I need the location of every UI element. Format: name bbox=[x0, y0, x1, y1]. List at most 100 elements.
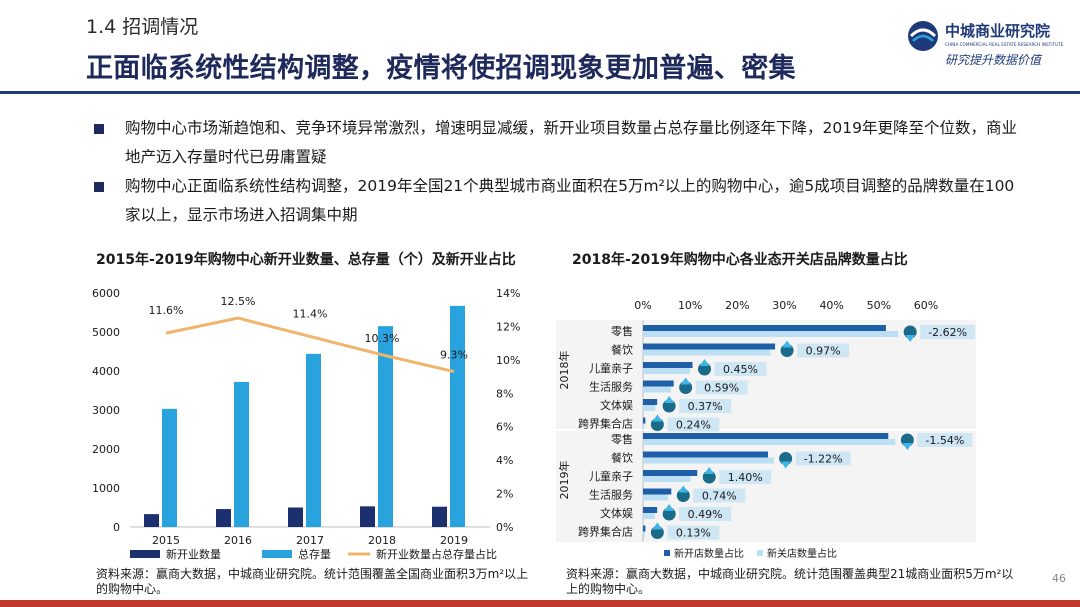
chart2-legend-swatch bbox=[664, 550, 670, 556]
chart2-group-label: 2018年 bbox=[557, 351, 571, 390]
chart2-diff-label-bg bbox=[695, 380, 748, 395]
chart1-svg: 0 1000 2000 3000 4000 5000 6000 0% 2% 4% 6% 8% 10% 12… bbox=[92, 287, 520, 561]
chart2-category-label: 餐饮 bbox=[611, 451, 633, 465]
chart1-legend-label: 总存量 bbox=[298, 547, 331, 561]
section-heading: 1.4 招调情况 bbox=[86, 16, 199, 38]
chart2-bar-open bbox=[643, 417, 646, 424]
chart1-bar-new-open bbox=[432, 506, 447, 527]
chart2-diff-label: 0.74% bbox=[702, 490, 737, 503]
chart1-bar-stock bbox=[234, 381, 249, 527]
chart2-x-tick-label: 0% bbox=[634, 299, 651, 312]
chart1-x-tick-label: 2016 bbox=[224, 534, 252, 547]
chart2-diff-label-bg bbox=[679, 507, 732, 521]
chart2-category-label: 儿童亲子 bbox=[589, 469, 633, 483]
logo-slogan: 研究提升数据价值 bbox=[945, 53, 1043, 67]
chart2-legend-label: 新关店数量占比 bbox=[767, 547, 837, 560]
chart1-ratio-line bbox=[165, 316, 455, 374]
logo-mark-icon: 中城商业研究院 CHINA COMMERCIAL REAL ESTATE RES… bbox=[908, 21, 1064, 67]
chart2-category-label: 餐饮 bbox=[611, 343, 633, 357]
arrow-up-icon bbox=[679, 377, 693, 394]
chart2-bar-close bbox=[643, 513, 655, 519]
chart1-y-tick-label: 6000 bbox=[92, 287, 120, 300]
arrow-down-icon bbox=[779, 452, 793, 469]
bullet-item: 购物中心市场渐趋饱和、竞争环境异常激烈，增速明显减缓，新开业项目数量占总存量比例… bbox=[90, 114, 1020, 172]
chart2-bar-open bbox=[643, 325, 886, 331]
chart2-category-label: 跨界集合店 bbox=[578, 525, 633, 539]
chart2-diff-label: 0.49% bbox=[688, 508, 723, 521]
chart1-legend-label: 新开业数量 bbox=[166, 547, 221, 561]
chart2-indicator-arrow bbox=[652, 414, 663, 422]
chart2-indicator-arrow bbox=[780, 461, 791, 469]
chart2-diff-label-bg bbox=[693, 488, 746, 503]
arrow-up-icon bbox=[650, 414, 664, 431]
chart2-bar-close bbox=[643, 368, 691, 374]
chart2-bar-open bbox=[643, 433, 889, 439]
chart2-diff-label-bg bbox=[917, 433, 973, 447]
chart2-bar-open bbox=[643, 362, 693, 368]
bullet-list: 购物中心市场渐趋饱和、竞争环境异常激烈，增速明显减缓，新开业项目数量占总存量比例… bbox=[90, 114, 1020, 230]
chart2-diff-label: 1.40% bbox=[728, 471, 763, 484]
chart1-source: 资料来源：赢商大数据，中城商业研究院。统计范围覆盖全国商业面积3万m²以上的购物… bbox=[96, 567, 529, 596]
chart1-bar-stock bbox=[378, 326, 393, 527]
chart1-y2-tick-label: 6% bbox=[496, 421, 513, 434]
chart2-bar-open bbox=[643, 470, 698, 476]
chart1-y2-tick-label: 14% bbox=[496, 287, 520, 300]
chart2-diff-label: 0.97% bbox=[806, 345, 841, 358]
arrow-up-icon bbox=[662, 504, 676, 521]
chart2-category-label: 文体娱 bbox=[600, 506, 633, 520]
chart2-diff-label-bg bbox=[667, 525, 720, 540]
chart2-diff-label: 0.24% bbox=[676, 419, 711, 432]
chart1-bar-stock bbox=[450, 305, 465, 527]
chart2-indicator-arrow bbox=[652, 522, 663, 530]
chart1-legend-swatch bbox=[130, 550, 160, 558]
chart1-x-tick-label: 2015 bbox=[152, 534, 180, 547]
chart2-category-label: 儿童亲子 bbox=[589, 361, 633, 375]
logo-name-en: CHINA COMMERCIAL REAL ESTATE RESEARCH IN… bbox=[945, 42, 1064, 47]
chart2-x-tick-label: 10% bbox=[678, 299, 702, 312]
chart2-category-label: 零售 bbox=[611, 324, 633, 338]
chart1-bar-new-open bbox=[288, 507, 303, 527]
chart2-legend-label: 新开店数量占比 bbox=[674, 547, 744, 560]
chart1-title: 2015年-2019年购物中心新开业数量、总存量（个）及新开业占比 bbox=[96, 252, 516, 268]
arrow-up-icon bbox=[650, 522, 664, 539]
bullet-square-icon bbox=[94, 182, 104, 192]
chart2-bar-close bbox=[643, 386, 671, 393]
chart2-bar-open bbox=[643, 507, 658, 513]
chart2-bar-close bbox=[643, 494, 668, 501]
chart2-category-label: 生活服务 bbox=[589, 488, 633, 502]
chart2-diff-label-bg bbox=[679, 399, 732, 413]
chart2-x-tick-label: 60% bbox=[914, 299, 938, 312]
chart2-bar-open bbox=[643, 343, 776, 350]
chart2-indicator-arrow bbox=[680, 377, 691, 385]
chart1-ratio-label: 9.3% bbox=[440, 349, 468, 362]
arrow-up-icon bbox=[780, 340, 794, 357]
chart2-bar-close bbox=[643, 349, 771, 356]
chart1-ratio-label: 11.6% bbox=[149, 304, 184, 317]
chart1-bar-stock bbox=[306, 353, 321, 527]
chart1-legend-swatch bbox=[262, 550, 292, 558]
chart2-diff-label: -1.22% bbox=[804, 453, 843, 466]
chart1-y-tick-label: 0 bbox=[113, 521, 120, 534]
chart1-y-tick-label: 5000 bbox=[92, 326, 120, 339]
arrow-up-icon bbox=[662, 396, 676, 413]
chart2-bar-close bbox=[643, 423, 645, 430]
header-divider bbox=[0, 91, 1080, 94]
chart2-bar-open bbox=[643, 380, 674, 387]
chart2-bar-close bbox=[643, 331, 899, 337]
chart2-x-tick-label: 50% bbox=[867, 299, 891, 312]
chart2-indicator-arrow bbox=[664, 396, 675, 403]
bullet-text: 购物中心正面临系统性结构调整，2019年全国21个典型城市商业面积在5万m²以上… bbox=[125, 177, 1015, 224]
chart1-bar-new-open bbox=[144, 514, 159, 527]
chart2-bar-close bbox=[643, 476, 691, 482]
chart2-diff-label-bg bbox=[797, 343, 850, 358]
chart2-diff-label: -2.62% bbox=[928, 326, 967, 339]
chart2-indicator-arrow bbox=[905, 335, 916, 342]
chart2-x-tick-label: 40% bbox=[819, 299, 843, 312]
chart1-ratio-label: 10.3% bbox=[365, 332, 400, 345]
chart2-indicator-arrow bbox=[782, 340, 793, 348]
chart1-x-tick-label: 2019 bbox=[440, 534, 468, 547]
chart2-bar-open bbox=[643, 488, 672, 495]
chart2-diff-label: 0.59% bbox=[704, 382, 739, 395]
chart2-indicator-arrow bbox=[664, 504, 675, 511]
